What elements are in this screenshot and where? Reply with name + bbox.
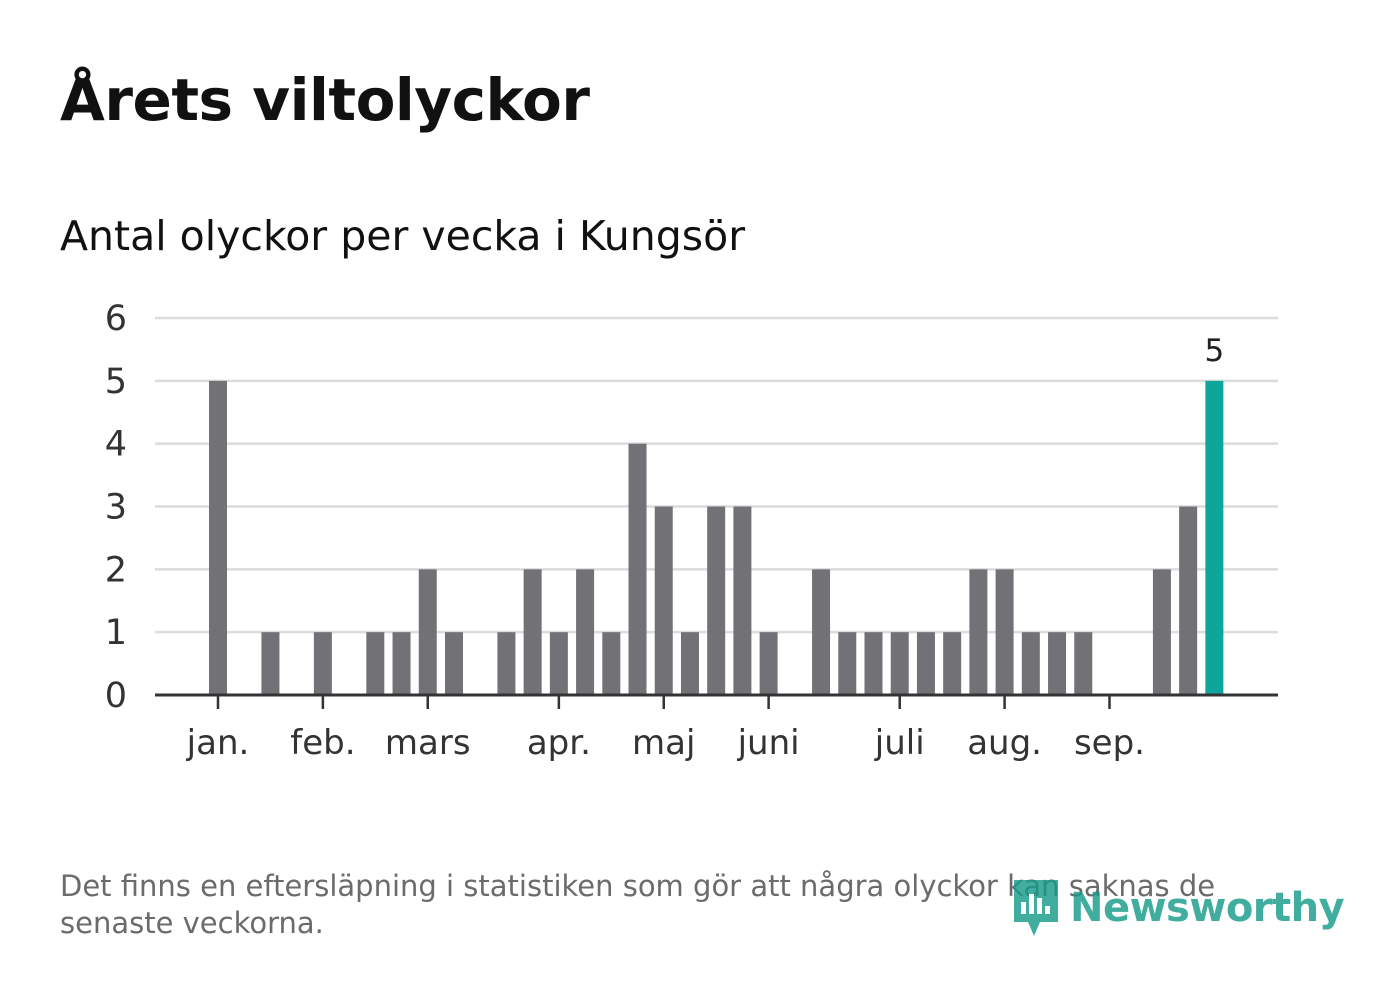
y-tick-label: 5 — [105, 362, 127, 402]
bar — [523, 569, 542, 695]
y-tick-label: 3 — [105, 488, 127, 528]
bar — [1021, 632, 1040, 695]
bar — [1074, 632, 1093, 695]
bar-chart: 5 0 1 2 3 4 5 6 jan. feb. mars apr. maj juni juli aug.… — [105, 299, 1278, 763]
y-tick-label: 2 — [105, 550, 127, 590]
x-tick-label: juni — [737, 723, 800, 763]
bar — [366, 632, 385, 695]
bar — [1048, 632, 1067, 695]
newsworthy-logo-icon — [1014, 880, 1058, 936]
x-tick-label: apr. — [527, 723, 591, 763]
x-tick-label: feb. — [290, 723, 355, 763]
bar — [680, 632, 699, 695]
y-tick-label: 1 — [105, 613, 127, 653]
bar — [733, 506, 752, 695]
bar — [916, 632, 935, 695]
x-tick-label: maj — [632, 723, 695, 763]
bar — [261, 632, 280, 695]
newsworthy-logo-text: Newsworthy — [1070, 885, 1345, 931]
bar — [549, 632, 568, 695]
bar — [890, 632, 909, 695]
bar — [1179, 506, 1198, 695]
bar — [759, 632, 778, 695]
bar — [418, 569, 437, 695]
bar — [707, 506, 726, 695]
bar — [943, 632, 962, 695]
bars-layer: 5 — [209, 333, 1224, 695]
chart-subtitle: Antal olyckor per vecka i Kungsör — [60, 212, 746, 260]
bar — [628, 443, 647, 695]
bar — [602, 632, 621, 695]
bar-value-label: 5 — [1204, 333, 1224, 369]
bar — [654, 506, 673, 695]
y-tick-label: 4 — [105, 425, 127, 465]
bar — [209, 380, 227, 695]
chart-title: Årets viltolyckor — [60, 66, 590, 134]
bar — [995, 569, 1014, 695]
bar — [864, 632, 883, 695]
x-tick-label: jan. — [186, 723, 250, 763]
bar — [1152, 569, 1171, 695]
y-tick-label: 0 — [105, 676, 127, 716]
y-tick-label: 6 — [105, 299, 127, 339]
bar — [497, 632, 516, 695]
axis-layer: 0 1 2 3 4 5 6 jan. feb. mars apr. maj juni juli aug. se… — [105, 299, 1278, 763]
x-tick-label: mars — [385, 723, 471, 763]
bar — [812, 569, 831, 695]
bar-current-week — [1205, 380, 1224, 695]
x-tick-label: aug. — [967, 723, 1042, 763]
newsworthy-logo: Newsworthy — [1010, 876, 1345, 940]
bar — [392, 632, 411, 695]
x-tick-label: juli — [874, 723, 925, 763]
bar — [576, 569, 595, 695]
x-tick-label: sep. — [1074, 723, 1145, 763]
bar — [444, 632, 463, 695]
bar — [969, 569, 988, 695]
bar — [313, 632, 332, 695]
bar — [838, 632, 857, 695]
